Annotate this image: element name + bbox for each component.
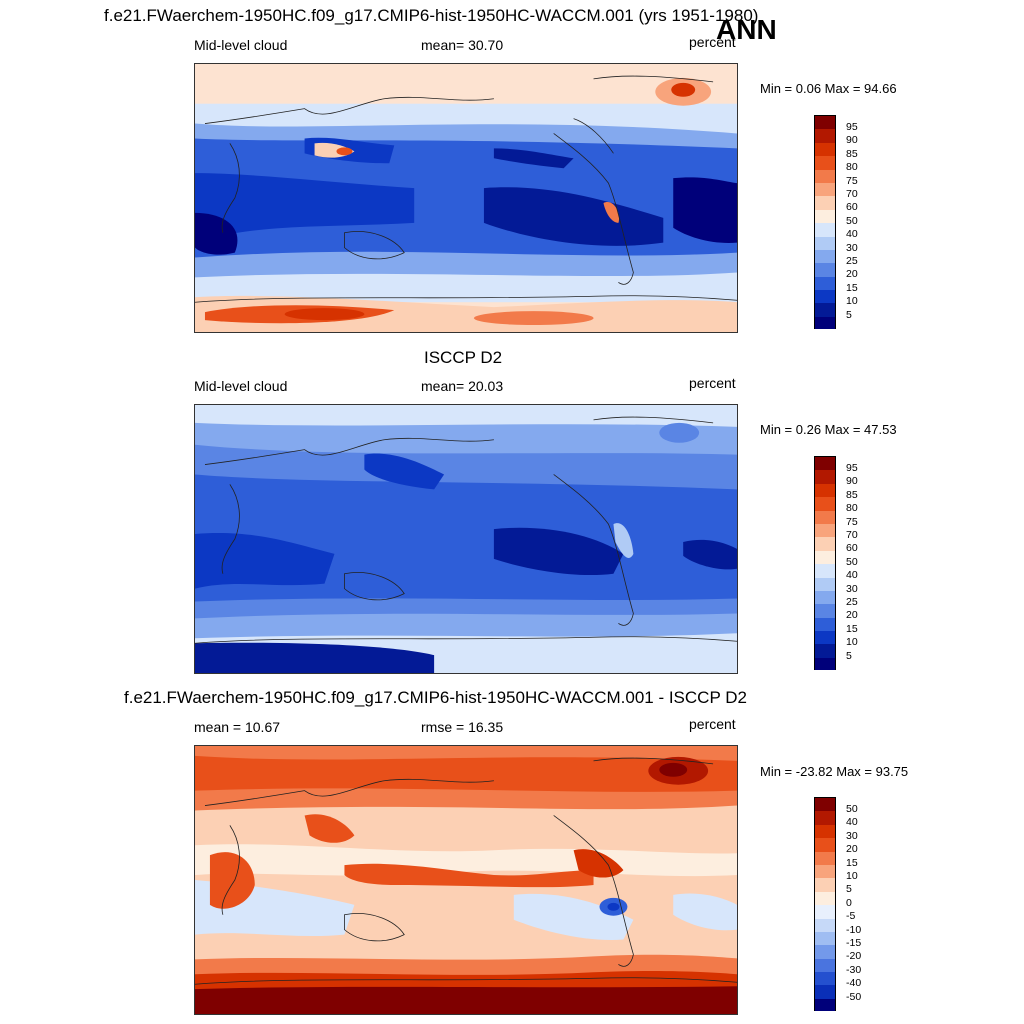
panel2-tick-label: 95: [846, 462, 858, 474]
panel2-tick-label: 30: [846, 582, 858, 595]
panel3-units-label: percent: [689, 716, 736, 732]
season-label: ANN: [716, 14, 777, 45]
figure-title: f.e21.FWaerchem-1950HC.f09_g17.CMIP6-his…: [104, 6, 759, 25]
panel3-colorbar: [814, 797, 836, 1012]
panel2-tick-label: 5: [846, 649, 852, 662]
panel3-tick-label: -5: [846, 910, 856, 923]
panel3-tick-label: 40: [846, 816, 858, 829]
panel2-variable-label: Mid-level cloud: [194, 378, 288, 394]
panel2-tick-label: 75: [846, 515, 858, 528]
panel3-tick-label: 15: [846, 856, 858, 869]
panel1-contour-field: [195, 64, 737, 332]
panel2-mean-label: mean= 20.03: [421, 378, 504, 394]
panel3-tick-label: 30: [846, 829, 858, 842]
panel3-tick-label: 20: [846, 843, 858, 856]
panel1-tick-label: 75: [846, 174, 858, 187]
panel3-map: [194, 745, 738, 1015]
panel3-tick-label: 10: [846, 870, 858, 882]
panel1-map: [194, 63, 738, 333]
panel3-tick-label: -30: [846, 963, 862, 976]
panel3-tick-label: -50: [846, 990, 862, 1003]
panel2-units-label: percent: [689, 375, 736, 391]
panel2-map: [194, 404, 738, 674]
panel1-tick-label: 10: [846, 295, 858, 308]
panel1-colorbar: [814, 115, 836, 330]
panel1-tick-label: 80: [846, 161, 858, 174]
panel3-tick-label: -40: [846, 977, 862, 990]
panel2-tick-label: 25: [846, 596, 858, 608]
panel1-tick-label: 30: [846, 241, 858, 254]
panel2-tick-label: 70: [846, 529, 858, 541]
panel2-minmax-label: Min = 0.26 Max = 47.53: [760, 422, 897, 437]
panel1-tick-label: 60: [846, 201, 858, 214]
panel1-tick-label: 90: [846, 134, 858, 147]
panel2-title: ISCCP D2: [424, 348, 503, 367]
panel3-tick-label: -15: [846, 937, 862, 949]
panel2-tick-label: 10: [846, 636, 858, 649]
panel3-contour-field: [195, 746, 737, 1014]
panel3-mean-label: mean = 10.67: [194, 719, 281, 735]
panel2-tick-label: 90: [846, 475, 858, 488]
panel1-tick-label: 25: [846, 255, 858, 267]
panel1-variable-label: Mid-level cloud: [194, 37, 288, 53]
panel2-tick-label: 50: [846, 555, 858, 568]
panel1-tick-label: 70: [846, 188, 858, 200]
panel3-minmax-label: Min = -23.82 Max = 93.75: [760, 764, 909, 779]
panel3-tick-label: 50: [846, 803, 858, 815]
panel1-minmax-label: Min = 0.06 Max = 94.66: [760, 81, 897, 96]
panel2-tick-label: 60: [846, 542, 858, 555]
panel2-colorbar: [814, 456, 836, 671]
panel1-tick-label: 5: [846, 308, 852, 321]
panel2-tick-label: 15: [846, 622, 858, 635]
panel1-mean-label: mean= 30.70: [421, 37, 504, 53]
panel2-tick-label: 20: [846, 609, 858, 622]
panel3-tick-label: -20: [846, 950, 862, 963]
panel3-rmse-label: rmse = 16.35: [421, 719, 504, 735]
panel1-tick-label: 20: [846, 268, 858, 281]
panel3-title: f.e21.FWaerchem-1950HC.f09_g17.CMIP6-his…: [124, 688, 747, 707]
panel1-tick-label: 50: [846, 214, 858, 227]
panel2-tick-label: 85: [846, 488, 858, 501]
panel1-units-label: percent: [689, 34, 736, 50]
panel3-tick-label: -10: [846, 923, 862, 936]
panel2-tick-label: 80: [846, 502, 858, 515]
panel2-contour-field: [195, 405, 737, 673]
panel1-tick-label: 15: [846, 281, 858, 294]
panel1-tick-label: 95: [846, 121, 858, 133]
panel3-tick-label: 5: [846, 883, 852, 896]
panel3-tick-label: 0: [846, 896, 852, 909]
panel1-tick-label: 85: [846, 147, 858, 160]
panel1-tick-label: 40: [846, 228, 858, 241]
panel2-tick-label: 40: [846, 569, 858, 582]
